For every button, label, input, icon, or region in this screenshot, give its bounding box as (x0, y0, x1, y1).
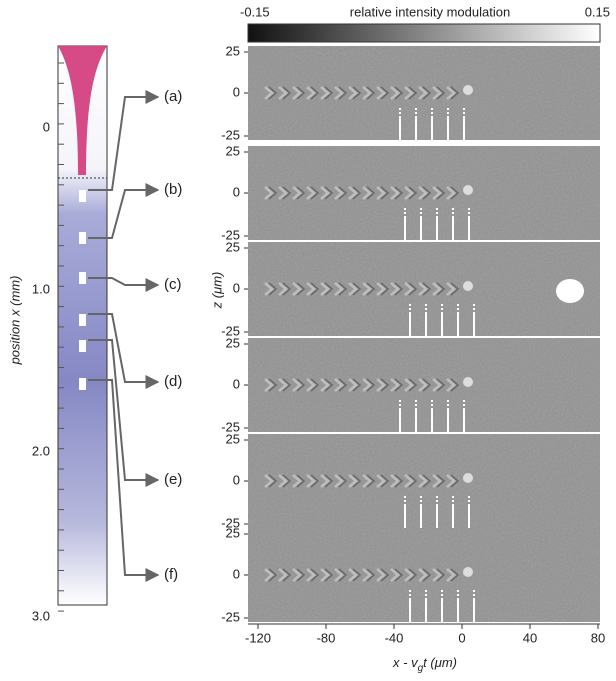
panel-noise (248, 242, 600, 336)
panel-y-tick-label: -25 (221, 127, 240, 142)
left-tick-label: 0 (43, 119, 50, 134)
x-axis-label: x - vgt (μm) (392, 655, 457, 673)
panel-label: (c) (164, 276, 182, 293)
panel-label: (e) (164, 471, 182, 488)
pointer-arrow (88, 183, 160, 239)
panel-y-tick-label: 0 (233, 84, 240, 99)
panel-label: (b) (164, 181, 182, 198)
wake-pattern (264, 282, 456, 296)
panel-noise (248, 46, 600, 140)
wake-pattern-dark (268, 186, 460, 200)
pointer-arrow (88, 313, 160, 389)
wake-pattern-dark (268, 378, 460, 392)
laser-funnel (58, 46, 107, 175)
colorbar (247, 23, 601, 43)
x-axis-label-part: t (μm) (423, 655, 457, 670)
x-axis-label-part: g (418, 663, 424, 674)
pointer-arrow (88, 277, 160, 292)
panel-y-tick-label: -25 (221, 515, 240, 530)
probe-position (79, 378, 86, 390)
colorbar-min: -0.15 (240, 4, 270, 19)
colorbar-label: relative intensity modulation (350, 4, 510, 19)
z-label: z (μm) (209, 272, 224, 310)
wake-pattern-dark (268, 568, 460, 582)
bubble (463, 377, 473, 387)
panel-noise (248, 434, 600, 528)
x-tick-label: -80 (317, 630, 336, 645)
panel-noise (248, 146, 600, 240)
bubble (463, 473, 473, 483)
panel-label: (a) (164, 88, 182, 105)
panel-y-tick-label: -25 (221, 419, 240, 434)
pointer-arrow (88, 339, 160, 487)
x-tick-label: 0 (458, 630, 465, 645)
panel-y-tick-label: -25 (221, 609, 240, 624)
wake-pattern-dark (268, 282, 460, 296)
panel-y-tick-label: 25 (226, 431, 240, 446)
panel-noise (248, 338, 600, 432)
panel-y-tick-label: 0 (233, 472, 240, 487)
panel-y-tick-label: -25 (221, 323, 240, 338)
wake-pattern (264, 186, 456, 200)
pointer-arrow (88, 379, 160, 582)
probe-position (79, 232, 86, 244)
panel-y-tick-label: 25 (226, 239, 240, 254)
panel-y-tick-label: 25 (226, 143, 240, 158)
x-tick-label: 40 (523, 630, 537, 645)
panel-y-tick-label: 0 (233, 566, 240, 581)
panel-y-tick-label: 0 (233, 184, 240, 199)
x-tick-label: -120 (245, 630, 271, 645)
pointer-arrow (88, 90, 160, 191)
panel-y-tick-label: 25 (226, 525, 240, 540)
bubble (463, 281, 473, 291)
probe-position (79, 190, 86, 202)
left-tick-label: 3.0 (32, 608, 50, 623)
probe-position (79, 272, 86, 284)
wake-pattern (264, 568, 456, 582)
x-tick-label: -40 (385, 630, 404, 645)
colorbar-max: 0.15 (585, 4, 610, 19)
wake-pattern (264, 474, 456, 488)
x-axis-label-part: x - v (392, 655, 419, 670)
left-axis-label: position x (mm) (7, 276, 22, 366)
bubble (463, 185, 473, 195)
left-tick-label: 1.0 (32, 281, 50, 296)
panel-y-tick-label: 0 (233, 376, 240, 391)
left-tick-label: 2.0 (32, 443, 50, 458)
bubble (463, 85, 473, 95)
panel-y-tick-label: 25 (226, 43, 240, 58)
panel-label: (d) (164, 373, 182, 390)
panel-label: (f) (164, 566, 178, 583)
panel-noise (248, 528, 600, 622)
wake-pattern (264, 86, 456, 100)
bright-spot (556, 279, 584, 303)
panel-y-tick-label: 0 (233, 280, 240, 295)
panel-y-tick-label: -25 (221, 227, 240, 242)
x-tick-label: 80 (591, 630, 605, 645)
wake-pattern-dark (268, 86, 460, 100)
probe-position (79, 314, 86, 326)
wake-pattern-dark (268, 474, 460, 488)
panel-y-tick-label: 25 (226, 335, 240, 350)
wake-pattern (264, 378, 456, 392)
probe-position (79, 340, 86, 352)
bubble (463, 567, 473, 577)
